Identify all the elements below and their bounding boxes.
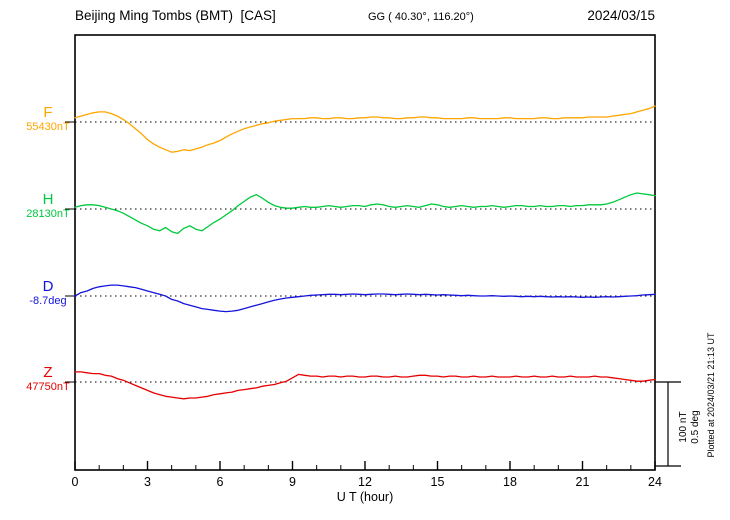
scale-bar-deg-label: 0.5 deg	[690, 410, 701, 444]
series-name-F: F	[43, 104, 53, 121]
x-tick-label: 21	[575, 475, 590, 489]
scale-bar-labels: 100 nT 0.5 deg	[677, 397, 703, 457]
x-axis-label: U T (hour)	[336, 490, 394, 504]
series-label-D: D -8.7deg	[8, 279, 88, 308]
trace-H	[74, 192, 656, 235]
x-tick-label: 9	[289, 475, 296, 489]
plot-date: 2024/03/15	[587, 8, 655, 23]
x-tick-label: 3	[144, 475, 151, 489]
x-tick-label: 6	[216, 475, 224, 489]
trace-D	[74, 284, 656, 313]
trace-F	[74, 105, 656, 153]
x-tick-label: 15	[430, 475, 445, 489]
series-label-Z: Z 47750nT	[8, 365, 88, 394]
series-name-H: H	[42, 191, 54, 208]
trace-Z	[74, 371, 656, 400]
scale-bar-nt-label: 100 nT	[678, 411, 689, 443]
series-label-F: F 55430nT	[8, 105, 88, 134]
plotted-at-note: Plotted at 2024/03/21 21:13 UT	[706, 332, 716, 458]
series-name-D: D	[42, 278, 54, 295]
station-title: Beijing Ming Tombs (BMT) [CAS]	[75, 8, 276, 23]
series-baseline-H: 28130nT	[26, 208, 70, 220]
series-name-Z: Z	[43, 364, 53, 381]
series-label-H: H 28130nT	[8, 192, 88, 221]
x-tick-label: 24	[648, 475, 662, 489]
x-tick-label: 12	[358, 475, 372, 489]
x-tick-label: 18	[503, 475, 517, 489]
series-baseline-Z: 47750nT	[26, 381, 70, 393]
series-baseline-F: 55430nT	[26, 121, 70, 133]
geo-coordinates: GG ( 40.30°, 116.20°)	[368, 11, 474, 23]
x-tick-label: 0	[71, 475, 79, 489]
plot-border	[74, 34, 656, 471]
series-baseline-D: -8.7deg	[29, 295, 67, 307]
